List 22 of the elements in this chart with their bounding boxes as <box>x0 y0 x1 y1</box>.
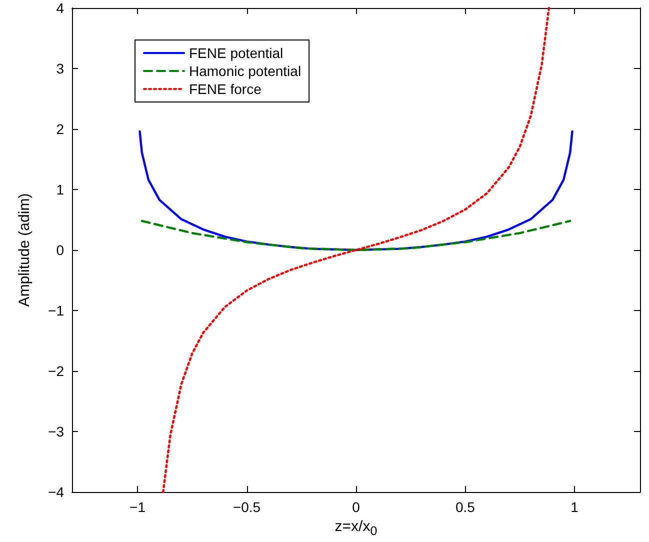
line-series <box>140 220 572 252</box>
x-tick-label: 0.5 <box>455 499 476 515</box>
line-series <box>138 130 574 252</box>
y-tick-label: 1 <box>56 182 64 198</box>
legend-label: FENE force <box>189 81 262 97</box>
x-tick-label: 0 <box>352 499 360 515</box>
y-tick-label: −3 <box>48 424 64 440</box>
y-axis-title: Amplitude (adim) <box>16 193 33 307</box>
x-axis-title: z=x/x$_{0}$ <box>334 518 378 538</box>
y-tick-label: 3 <box>56 60 64 76</box>
y-tick-label: 4 <box>56 0 64 16</box>
x-tick-label: −0.5 <box>232 499 261 515</box>
y-tick-label: −1 <box>48 302 64 318</box>
y-tick-label: 0 <box>56 242 64 258</box>
line-series <box>162 6 550 494</box>
y-tick-label: 2 <box>56 121 64 137</box>
x-tick-label: −1 <box>130 499 146 515</box>
y-tick-label: −4 <box>48 484 64 500</box>
x-tick-label: 1 <box>570 499 579 515</box>
y-tick-label: −2 <box>48 363 64 379</box>
legend-label: FENE potential <box>189 45 284 61</box>
legend-label: Hamonic potential <box>189 63 302 79</box>
